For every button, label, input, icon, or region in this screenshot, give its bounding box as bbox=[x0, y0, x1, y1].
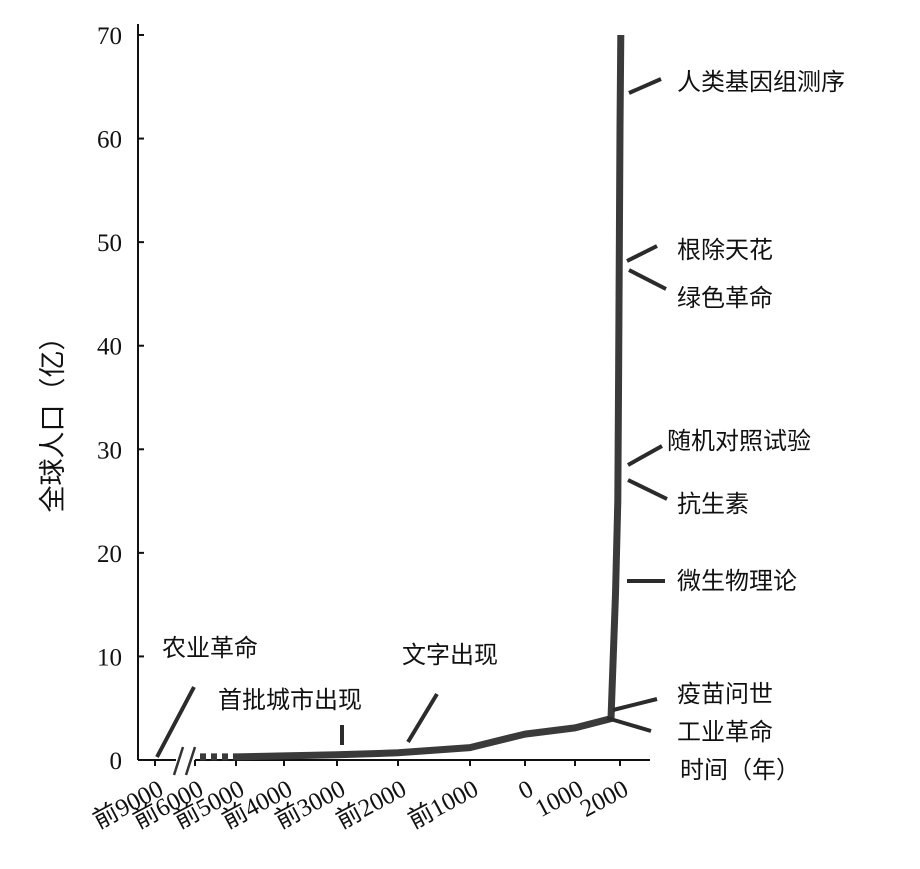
y-tick-label: 40 bbox=[97, 334, 122, 361]
annotation-label: 微生物理论 bbox=[677, 567, 797, 595]
y-tick-label: 60 bbox=[97, 127, 122, 154]
y-tick-label: 0 bbox=[110, 748, 123, 775]
annotation-label: 抗生素 bbox=[677, 490, 749, 518]
x-axis-label: 时间（年） bbox=[680, 756, 800, 784]
y-axis-label: 全球人口（亿） bbox=[38, 324, 69, 513]
annotation-label: 农业革命 bbox=[162, 634, 258, 662]
axes bbox=[137, 24, 650, 776]
y-tick-label: 30 bbox=[97, 437, 122, 464]
x-tick-label: 前1000 bbox=[403, 775, 482, 835]
annotation-leader bbox=[612, 697, 658, 712]
y-tick-label: 10 bbox=[97, 644, 122, 671]
axis-break-mark bbox=[184, 746, 197, 776]
annotation-leader bbox=[627, 444, 663, 467]
annotation-label: 根除天花 bbox=[677, 236, 773, 264]
annotation-label: 工业革命 bbox=[677, 718, 773, 746]
x-tick-label: 2000 bbox=[576, 775, 633, 822]
annotation-leader bbox=[606, 716, 652, 733]
y-tick-label: 50 bbox=[97, 230, 122, 257]
y-ticks: 0 10 20 30 40 50 60 70 bbox=[97, 23, 144, 775]
annotation-leader bbox=[406, 692, 439, 744]
annotation-leader bbox=[155, 686, 196, 758]
annotation-label: 文字出现 bbox=[402, 641, 498, 669]
annotation-label: 疫苗问世 bbox=[677, 680, 773, 708]
annotation-label: 绿色革命 bbox=[677, 284, 773, 312]
series-line bbox=[235, 34, 625, 761]
x-tick-label: 前2000 bbox=[331, 775, 410, 835]
annotation-label: 首批城市出现 bbox=[218, 686, 362, 714]
annotation-leader bbox=[628, 77, 662, 95]
series-layer bbox=[200, 34, 625, 761]
annotation-label: 人类基因组测序 bbox=[677, 68, 845, 96]
annotation-leader bbox=[627, 478, 668, 501]
axis-break-mark bbox=[172, 746, 185, 776]
annotation-leader bbox=[628, 268, 667, 291]
y-tick-label: 20 bbox=[97, 541, 122, 568]
annotation-label: 随机对照试验 bbox=[667, 427, 811, 455]
y-tick-label: 70 bbox=[97, 23, 122, 50]
annotation-leader bbox=[626, 244, 658, 263]
